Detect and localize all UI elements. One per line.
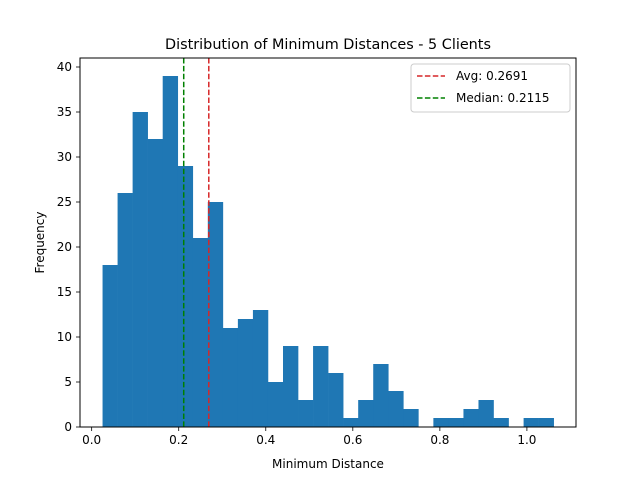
histogram-bar xyxy=(388,391,404,427)
histogram-bar xyxy=(373,364,389,427)
x-tick-label: 0.4 xyxy=(256,433,275,447)
y-axis-label: Frequency xyxy=(33,212,47,274)
x-tick-label: 0.6 xyxy=(343,433,362,447)
histogram-bar xyxy=(283,346,299,427)
x-axis-ticks: 0.0 0.2 0.4 0.6 0.8 1.0 xyxy=(82,427,536,447)
histogram-bar xyxy=(448,418,464,427)
histogram-bar xyxy=(523,418,539,427)
histogram-bar xyxy=(177,166,194,427)
x-tick-label: 0.0 xyxy=(82,433,101,447)
histogram-bar xyxy=(222,328,239,427)
histogram-bar xyxy=(252,310,269,427)
histogram-bar xyxy=(343,418,359,427)
chart-title: Distribution of Minimum Distances - 5 Cl… xyxy=(165,37,491,53)
histogram-bar xyxy=(463,409,479,427)
histogram-bar xyxy=(358,400,374,427)
histogram-bar xyxy=(192,238,209,427)
y-tick-label: 25 xyxy=(57,195,72,209)
histogram-bar xyxy=(117,193,133,427)
histogram-bar xyxy=(102,265,118,427)
histogram-bar xyxy=(478,400,494,427)
histogram-bar xyxy=(207,202,224,427)
x-tick-label: 0.8 xyxy=(430,433,449,447)
plot-area-frame xyxy=(79,57,577,428)
reference-lines xyxy=(182,58,210,427)
legend: Avg: 0.2691 Median: 0.2115 xyxy=(410,63,571,113)
histogram-bar xyxy=(147,139,163,427)
histogram-bar xyxy=(237,319,254,427)
histogram-bar xyxy=(493,418,509,427)
legend-avg-label: Avg: 0.2691 xyxy=(456,69,528,83)
x-axis-label: Minimum Distance xyxy=(272,457,384,471)
histogram-bar xyxy=(328,373,344,427)
y-tick-label: 5 xyxy=(64,375,72,389)
histogram-bar xyxy=(298,400,314,427)
y-tick-label: 20 xyxy=(57,240,72,254)
y-tick-label: 0 xyxy=(64,420,72,434)
histogram-bars xyxy=(102,76,554,427)
y-axis-ticks: 0 5 10 15 20 25 30 35 40 xyxy=(57,60,80,434)
y-tick-label: 30 xyxy=(57,150,72,164)
histogram-bar xyxy=(538,418,554,427)
histogram-bar xyxy=(162,76,179,427)
legend-frame xyxy=(410,63,571,113)
x-tick-label: 1.0 xyxy=(517,433,536,447)
y-tick-label: 15 xyxy=(57,285,72,299)
y-tick-label: 35 xyxy=(57,105,72,119)
histogram-bar xyxy=(267,382,284,427)
x-tick-label: 0.2 xyxy=(169,433,188,447)
y-tick-label: 40 xyxy=(57,60,72,74)
histogram-bar xyxy=(433,418,449,427)
y-tick-label: 10 xyxy=(57,330,72,344)
histogram-bar xyxy=(313,346,329,427)
histogram-bar xyxy=(132,112,148,427)
legend-median-label: Median: 0.2115 xyxy=(456,91,550,105)
histogram-bar xyxy=(403,409,419,427)
